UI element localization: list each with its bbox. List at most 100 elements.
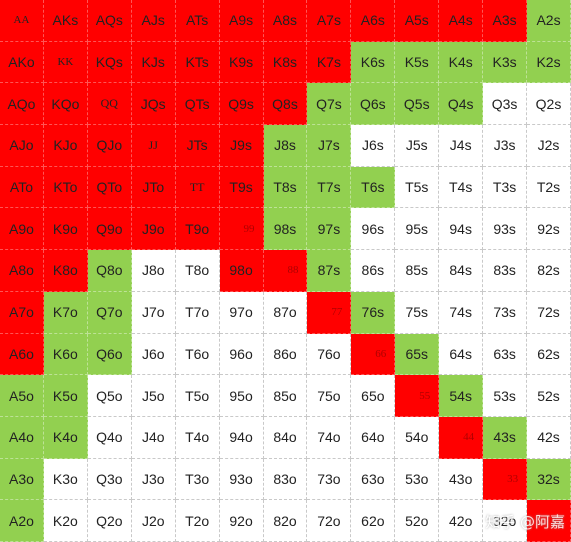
- hand-cell: T5o: [175, 375, 220, 417]
- hand-cell: Q6s: [351, 83, 396, 126]
- hand-cell: A5s: [395, 0, 440, 42]
- hand-cell: 32o: [483, 500, 528, 542]
- hand-cell: J4o: [131, 416, 176, 459]
- hand-cell: 75s: [395, 291, 440, 334]
- hand-cell: QTo: [87, 166, 132, 209]
- hand-cell: 54s: [439, 375, 484, 417]
- hand-cell: T9s: [219, 166, 264, 209]
- hand-cell: 94s: [439, 208, 484, 251]
- hand-cell: A8o: [0, 250, 44, 292]
- hand-cell: Q3o: [87, 458, 132, 501]
- hand-cell: A4o: [0, 416, 44, 459]
- hand-cell: Q8s: [263, 83, 308, 126]
- hand-cell: K3o: [43, 458, 88, 501]
- hand-cell: 75o: [307, 375, 352, 417]
- hand-cell: A6s: [351, 0, 396, 42]
- hand-cell: T7o: [175, 291, 220, 334]
- hand-cell: 87s: [307, 250, 352, 292]
- hand-cell: J8s: [263, 125, 308, 167]
- hand-cell: T2s: [527, 166, 571, 209]
- hand-cell: 63o: [351, 458, 396, 501]
- hand-cell: KJs: [131, 41, 176, 84]
- hand-cell: A2s: [527, 0, 571, 42]
- hand-cell: Q4s: [439, 83, 484, 126]
- hand-cell: 43s: [483, 416, 528, 459]
- hand-cell: 86o: [263, 333, 308, 376]
- hand-cell: KQs: [87, 41, 132, 84]
- hand-cell: 77: [307, 291, 352, 334]
- hand-cell: Q5o: [87, 375, 132, 417]
- hand-cell: JTs: [175, 125, 220, 167]
- hand-cell: 93s: [483, 208, 528, 251]
- hand-cell: KJo: [43, 125, 88, 167]
- hand-cell: AKs: [43, 0, 88, 42]
- hand-cell: 92o: [219, 500, 264, 542]
- hand-cell: J4s: [439, 125, 484, 167]
- hand-cell: Q9o: [87, 208, 132, 251]
- hand-cell: J9o: [131, 208, 176, 251]
- hand-cell: T3o: [175, 458, 220, 501]
- hand-cell: K4o: [43, 416, 88, 459]
- hand-cell: Q2o: [87, 500, 132, 542]
- hand-cell: JTo: [131, 166, 176, 209]
- hand-cell: T7s: [307, 166, 352, 209]
- hand-cell: J7s: [307, 125, 352, 167]
- hand-cell: 84s: [439, 250, 484, 292]
- hand-cell: 52s: [527, 375, 571, 417]
- hand-cell: K2s: [527, 41, 571, 84]
- hand-cell: 99: [219, 208, 264, 251]
- hand-cell: Q3s: [483, 83, 528, 126]
- hand-cell: 64o: [351, 416, 396, 459]
- hand-cell: 98s: [263, 208, 308, 251]
- hand-cell: Q5s: [395, 83, 440, 126]
- hand-cell: A7o: [0, 291, 44, 334]
- hand-cell: 96o: [219, 333, 264, 376]
- hand-cell: 83s: [483, 250, 528, 292]
- hand-cell: K8s: [263, 41, 308, 84]
- hand-cell: T4o: [175, 416, 220, 459]
- hand-cell: 76s: [351, 291, 396, 334]
- hand-cell: A9o: [0, 208, 44, 251]
- hand-cell: K5o: [43, 375, 88, 417]
- hand-cell: T3s: [483, 166, 528, 209]
- hand-cell: TT: [175, 166, 220, 209]
- hand-cell: T5s: [395, 166, 440, 209]
- hand-cell: KTs: [175, 41, 220, 84]
- hand-cell: JQs: [131, 83, 176, 126]
- hand-cell: A3o: [0, 458, 44, 501]
- hand-cell: 85s: [395, 250, 440, 292]
- hand-cell: 42o: [439, 500, 484, 542]
- hand-cell: J5o: [131, 375, 176, 417]
- hand-cell: 92s: [527, 208, 571, 251]
- hand-cell: 53s: [483, 375, 528, 417]
- hand-cell: 76o: [307, 333, 352, 376]
- hand-cell: 65o: [351, 375, 396, 417]
- hand-cell: J5s: [395, 125, 440, 167]
- hand-cell: J7o: [131, 291, 176, 334]
- hand-cell: 98o: [219, 250, 264, 292]
- hand-cell: 73o: [307, 458, 352, 501]
- hand-cell: KTo: [43, 166, 88, 209]
- hand-cell: J2o: [131, 500, 176, 542]
- hand-cell: 22: [527, 500, 571, 542]
- hand-cell: T2o: [175, 500, 220, 542]
- hand-cell: K6s: [351, 41, 396, 84]
- hand-cell: K9s: [219, 41, 264, 84]
- hand-cell: AKo: [0, 41, 44, 84]
- hand-cell: QJo: [87, 125, 132, 167]
- hand-cell: T9o: [175, 208, 220, 251]
- hand-cell: AQo: [0, 83, 44, 126]
- hand-cell: 87o: [263, 291, 308, 334]
- hand-cell: J2s: [527, 125, 571, 167]
- hand-cell: T8o: [175, 250, 220, 292]
- hand-cell: T8s: [263, 166, 308, 209]
- hand-cell: 72o: [307, 500, 352, 542]
- hand-cell: J8o: [131, 250, 176, 292]
- hand-cell: 52o: [395, 500, 440, 542]
- hand-cell: 93o: [219, 458, 264, 501]
- hand-cell: 55: [395, 375, 440, 417]
- hand-cell: 84o: [263, 416, 308, 459]
- hand-cell: 96s: [351, 208, 396, 251]
- hand-cell: A6o: [0, 333, 44, 376]
